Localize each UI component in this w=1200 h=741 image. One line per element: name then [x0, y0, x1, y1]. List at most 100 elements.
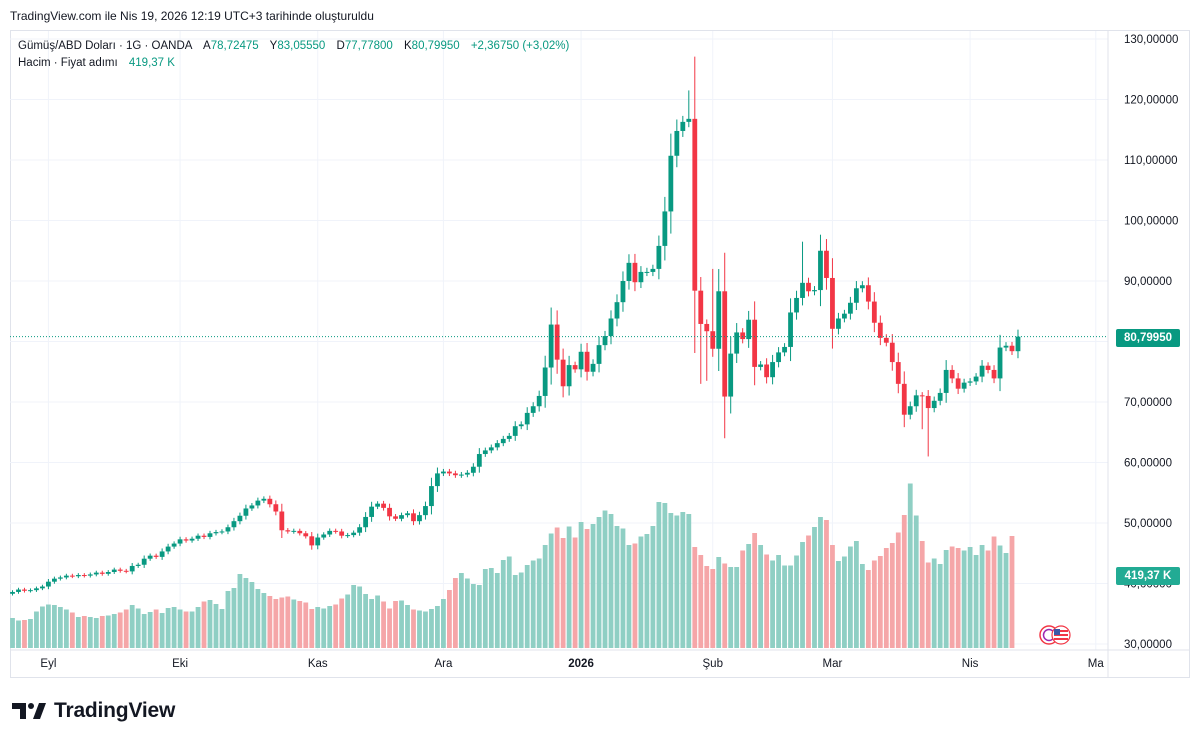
x-axis-labels: Eyl Eki Kas Ara 2026 Şub Mar Nis Ma	[40, 658, 1104, 670]
volume-bar	[578, 522, 584, 648]
candle-body	[417, 515, 422, 522]
volume-bar	[524, 565, 530, 648]
candle-body	[770, 362, 775, 378]
volume-bar	[476, 585, 482, 648]
volume-bar	[452, 578, 458, 648]
volume-bar	[560, 538, 566, 648]
candle-body	[913, 395, 919, 407]
volume-bar	[949, 546, 955, 648]
volume-bar	[752, 533, 758, 648]
y-tick-label: 30,00000	[1124, 639, 1172, 651]
candle-body	[315, 537, 321, 546]
candle-body	[159, 551, 165, 557]
candle-body	[722, 291, 728, 397]
candle-body	[46, 581, 51, 587]
candle-body	[183, 539, 189, 541]
volume-bar	[303, 602, 309, 648]
volume-bar	[464, 578, 470, 648]
volume-bar	[500, 560, 506, 648]
volume-bar	[830, 545, 835, 648]
candle-body	[201, 535, 207, 537]
brand-name: TradingView	[54, 699, 176, 722]
volume-bar	[267, 596, 273, 648]
volume-bar	[195, 607, 201, 648]
event-flags-graphic[interactable]	[1039, 625, 1073, 645]
candle-body	[75, 575, 81, 577]
volume-bar	[488, 568, 494, 648]
candle-body	[93, 572, 99, 575]
candle-body	[57, 577, 63, 579]
volume-bar	[782, 565, 787, 648]
candle-body	[704, 323, 710, 332]
x-tick-label: Ara	[434, 658, 453, 670]
volume-bar	[417, 610, 422, 648]
volume-bar	[285, 596, 291, 648]
tradingview-brand[interactable]: TradingView	[12, 699, 175, 723]
open-value: 78,72475	[210, 40, 259, 52]
volume-bar	[237, 574, 243, 648]
candle-body	[243, 508, 249, 516]
candle-body	[309, 536, 315, 546]
volume-bar	[255, 589, 261, 648]
x-tick-label: Eki	[172, 658, 188, 670]
candle-body	[105, 572, 111, 574]
open-label: A	[203, 40, 211, 52]
volume-bar	[794, 555, 799, 648]
candle-body	[865, 285, 871, 302]
candle-body	[506, 435, 512, 439]
candle-body	[375, 503, 380, 507]
candle-body	[943, 369, 949, 393]
candle-body	[740, 332, 746, 340]
candle-body	[261, 498, 267, 501]
candle-body	[674, 130, 680, 156]
candle-body	[291, 530, 297, 532]
candle-body	[22, 589, 27, 591]
volume-bar	[482, 569, 488, 648]
volume-bar	[818, 517, 823, 648]
candle-body	[716, 291, 722, 349]
candle-body	[662, 211, 668, 246]
candle-body	[429, 486, 434, 507]
volume-bar	[614, 526, 620, 648]
volume-bar	[572, 537, 578, 648]
volume-bar	[333, 604, 339, 648]
candle-body	[806, 282, 811, 292]
volume-bar	[117, 612, 123, 648]
volume-bar	[973, 555, 979, 648]
volume-bar	[602, 510, 608, 648]
volume-bar	[800, 542, 805, 648]
volume-bar	[279, 597, 285, 648]
volume-bar	[842, 556, 847, 648]
candle-body	[333, 530, 339, 532]
candle-body	[955, 378, 961, 389]
volume-bar	[351, 585, 357, 648]
candle-body	[524, 412, 530, 425]
candle-body	[40, 586, 45, 589]
volume-bar	[865, 570, 871, 648]
volume-bar	[87, 617, 93, 648]
volume-bar	[93, 618, 99, 648]
candle-body	[267, 498, 273, 505]
volume-bar	[662, 503, 668, 648]
candle-body	[458, 474, 464, 476]
candle-body	[812, 290, 817, 292]
volume-bar	[644, 534, 650, 648]
candle-body	[351, 532, 357, 536]
volume-legend-row: Hacim · Fiyat adımı 419,37 K	[18, 55, 569, 72]
candle-body	[345, 535, 351, 537]
volume-bar	[518, 572, 524, 648]
volume-bar	[710, 569, 716, 648]
volume-bar	[620, 528, 626, 648]
candle-body	[620, 281, 626, 303]
candle-body	[800, 282, 805, 298]
symbol-title[interactable]: Gümüş/ABD Doları · 1G · OANDA	[18, 40, 193, 52]
candle-body	[339, 531, 345, 536]
candle-body	[452, 473, 458, 476]
volume-bar	[877, 556, 883, 648]
high-value: 83,05550	[277, 40, 326, 52]
volume-bar	[99, 616, 105, 648]
close-value: 80,79950	[411, 40, 460, 52]
event-flags[interactable]	[1039, 625, 1073, 650]
volume-label[interactable]: Hacim · Fiyat adımı	[18, 57, 118, 69]
